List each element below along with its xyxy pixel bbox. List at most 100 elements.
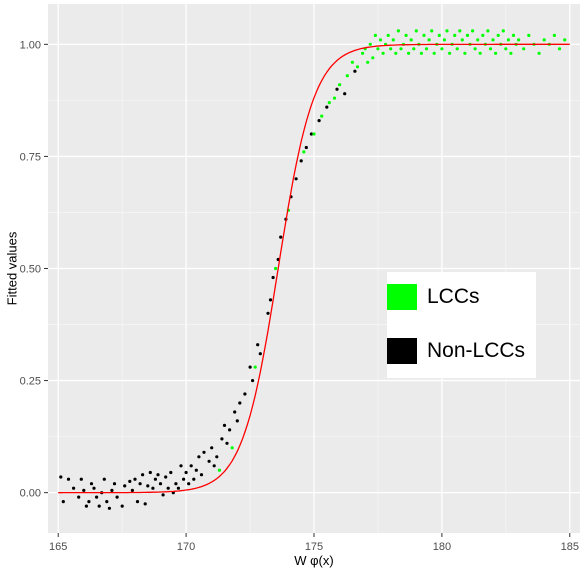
point-non-lccs <box>138 482 142 486</box>
point-lccs <box>486 29 490 33</box>
point-non-lccs <box>268 298 273 302</box>
point-non-lccs <box>184 470 188 475</box>
point-lccs <box>253 365 257 369</box>
point-non-lccs <box>251 379 255 383</box>
y-tick-label: 0.75 <box>20 151 41 163</box>
y-tick-label: 0.50 <box>20 264 41 276</box>
point-non-lccs <box>156 473 160 477</box>
point-lccs <box>494 51 498 55</box>
point-non-lccs <box>202 450 206 454</box>
y-tick-label: 0.25 <box>20 376 41 388</box>
point-lccs <box>230 446 234 450</box>
point-lccs <box>355 65 360 69</box>
point-non-lccs <box>294 177 298 181</box>
point-lccs <box>437 33 441 38</box>
legend-swatch-non-lccs <box>387 338 417 364</box>
point-lccs <box>412 47 416 51</box>
point-non-lccs <box>79 477 83 481</box>
point-lccs <box>302 150 306 154</box>
point-lccs <box>537 51 541 55</box>
y-axis-ticks: 0.00 0.25 0.50 0.75 1.00 <box>20 39 48 500</box>
point-non-lccs <box>66 477 71 481</box>
point-non-lccs <box>72 486 76 490</box>
point-lccs <box>373 33 377 38</box>
point-lccs <box>320 114 324 118</box>
legend: LCCs Non-LCCs <box>387 272 536 378</box>
point-lccs <box>448 51 452 55</box>
point-non-lccs <box>220 437 224 441</box>
legend-item-lccs: LCCs <box>387 284 480 310</box>
x-tick-label: 170 <box>177 541 195 553</box>
point-lccs <box>389 47 393 51</box>
point-non-lccs <box>153 477 157 481</box>
point-lccs <box>424 47 429 51</box>
point-lccs <box>458 29 462 33</box>
point-non-lccs <box>304 145 308 150</box>
point-non-lccs <box>164 475 168 479</box>
point-lccs <box>517 38 521 42</box>
point-non-lccs <box>161 493 165 497</box>
point-non-lccs <box>115 495 119 499</box>
legend-label-non-lccs: Non-LCCs <box>427 339 526 362</box>
point-non-lccs <box>325 105 329 109</box>
point-non-lccs <box>207 459 211 463</box>
point-lccs <box>327 101 331 105</box>
point-non-lccs <box>256 343 260 347</box>
point-non-lccs <box>179 464 183 468</box>
point-lccs <box>465 33 470 38</box>
point-non-lccs <box>299 159 303 163</box>
point-non-lccs <box>84 504 88 508</box>
point-lccs <box>332 96 337 100</box>
point-non-lccs <box>89 482 94 486</box>
point-non-lccs <box>309 132 313 136</box>
point-lccs <box>368 42 372 46</box>
point-non-lccs <box>271 275 275 280</box>
y-axis-title: Fitted values <box>5 231 20 305</box>
point-non-lccs <box>233 410 237 414</box>
point-lccs <box>542 38 546 42</box>
point-lccs <box>391 38 395 42</box>
point-lccs <box>396 29 400 33</box>
point-non-lccs <box>212 464 216 468</box>
point-lccs <box>463 51 467 55</box>
point-lccs <box>440 47 444 51</box>
point-non-lccs <box>166 486 170 490</box>
point-lccs <box>509 51 513 55</box>
point-non-lccs <box>105 500 109 504</box>
point-non-lccs <box>174 482 178 486</box>
point-non-lccs <box>146 484 150 488</box>
point-lccs <box>527 33 531 38</box>
point-lccs <box>506 38 510 42</box>
point-lccs <box>445 29 449 33</box>
point-lccs <box>511 33 516 38</box>
point-lccs <box>473 47 477 51</box>
point-lccs <box>430 29 434 33</box>
point-lccs <box>409 38 413 42</box>
point-non-lccs <box>187 482 191 486</box>
point-non-lccs <box>112 482 117 486</box>
point-non-lccs <box>235 419 239 423</box>
point-lccs <box>496 33 500 38</box>
point-non-lccs <box>77 495 81 499</box>
point-non-lccs <box>151 486 155 490</box>
point-non-lccs <box>123 484 127 488</box>
point-non-lccs <box>243 392 247 396</box>
y-tick-label: 0.00 <box>20 488 41 500</box>
point-lccs <box>381 51 385 55</box>
legend-swatch-lccs <box>387 284 417 310</box>
point-lccs <box>399 47 403 51</box>
legend-item-non-lccs: Non-LCCs <box>387 338 525 364</box>
point-lccs <box>488 47 493 51</box>
point-non-lccs <box>169 470 173 475</box>
point-non-lccs <box>92 486 96 490</box>
point-non-lccs <box>133 477 137 481</box>
point-lccs <box>371 56 375 60</box>
point-non-lccs <box>59 475 63 479</box>
major-gridlines <box>48 4 580 533</box>
point-non-lccs <box>335 87 339 91</box>
point-lccs <box>394 51 398 55</box>
point-non-lccs <box>210 446 214 450</box>
point-non-lccs <box>87 500 91 504</box>
point-lccs <box>419 51 423 55</box>
point-non-lccs <box>95 495 99 499</box>
